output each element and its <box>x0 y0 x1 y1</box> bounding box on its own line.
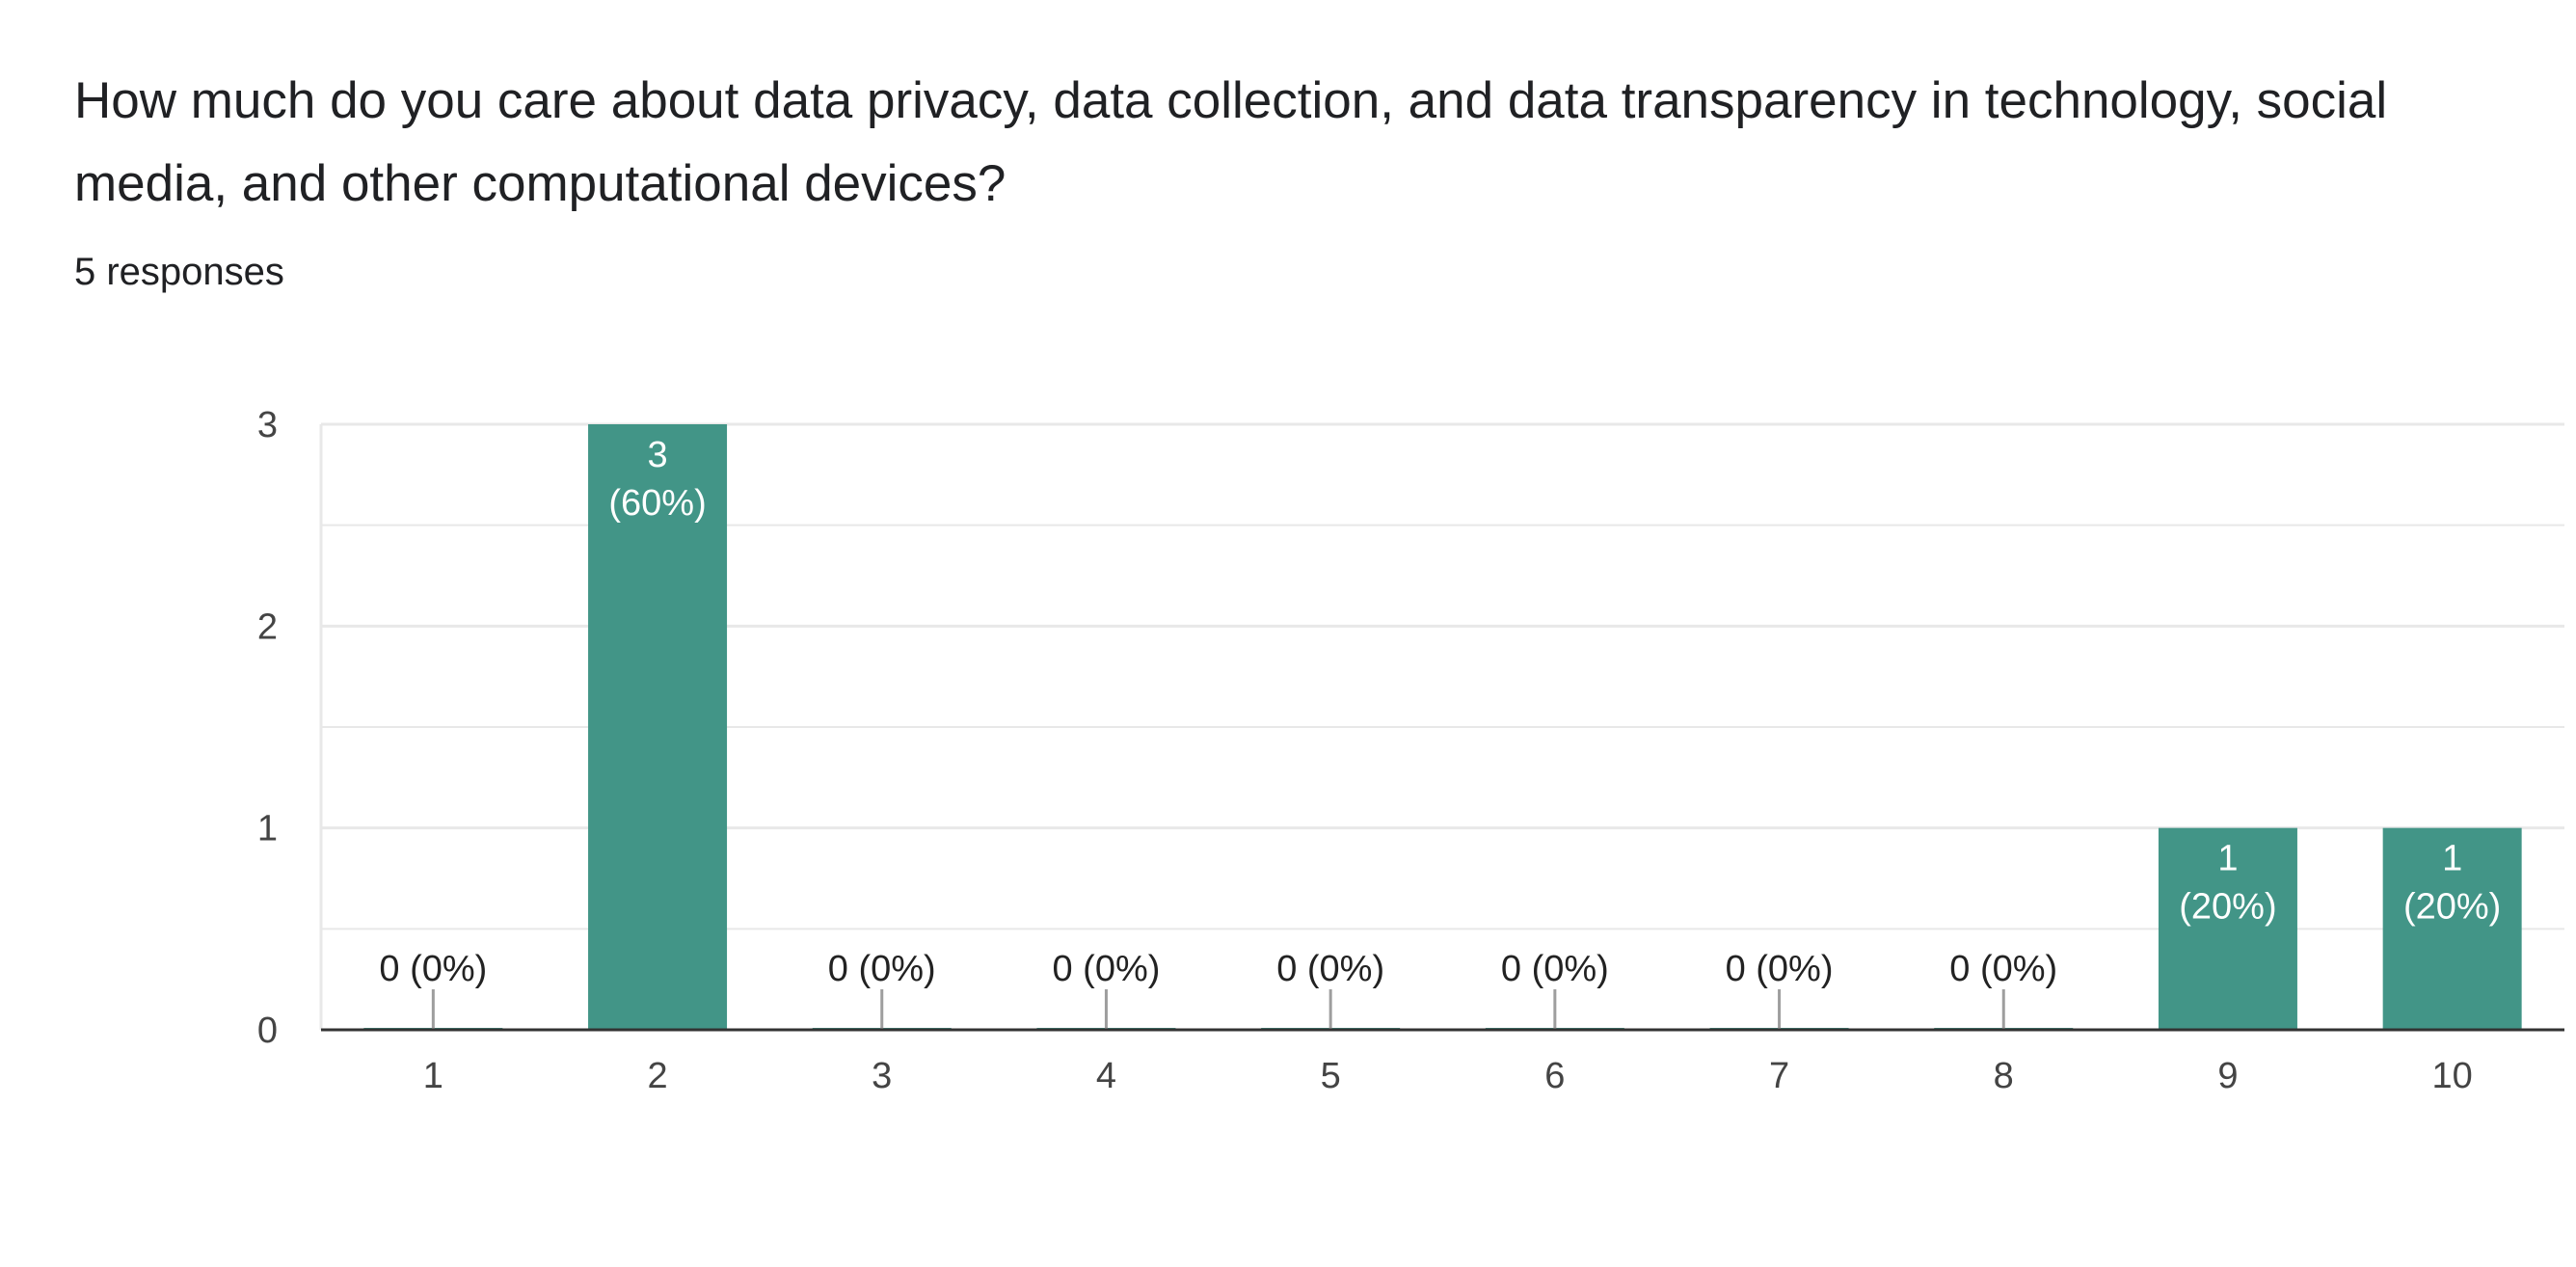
response-count: 5 responses <box>74 251 284 293</box>
y-tick-label: 1 <box>257 809 278 849</box>
y-tick-label: 2 <box>257 607 278 647</box>
x-tick-label: 10 <box>2432 1056 2473 1096</box>
x-tick-label: 3 <box>872 1056 892 1096</box>
bar <box>2158 827 2297 1030</box>
data-label: 0 (0%) <box>1052 949 1160 989</box>
data-label: 0 (0%) <box>1501 949 1609 989</box>
data-label: 0 (0%) <box>828 949 936 989</box>
data-label: 1 (20%) <box>2403 839 2501 928</box>
data-label: 0 (0%) <box>1276 949 1384 989</box>
bar <box>588 424 728 1030</box>
data-label: 0 (0%) <box>379 949 487 989</box>
y-tick-label: 3 <box>257 405 278 445</box>
data-label: 0 (0%) <box>1726 949 1834 989</box>
question-title: How much do you care about data privacy,… <box>74 72 2388 212</box>
x-tick-label: 6 <box>1544 1056 1565 1096</box>
x-tick-label: 5 <box>1321 1056 1341 1096</box>
x-tick-label: 9 <box>2217 1056 2238 1096</box>
data-label: 0 (0%) <box>1949 949 2057 989</box>
bar <box>2382 827 2522 1030</box>
x-tick-label: 8 <box>1994 1056 2014 1096</box>
data-label: 3 (60%) <box>608 435 706 524</box>
x-tick-label: 4 <box>1096 1056 1116 1096</box>
data-label: 1 (20%) <box>2179 839 2276 928</box>
x-tick-label: 7 <box>1769 1056 1789 1096</box>
x-tick-label: 1 <box>423 1056 443 1096</box>
y-tick-label: 0 <box>257 1011 278 1051</box>
x-tick-label: 2 <box>647 1056 667 1096</box>
